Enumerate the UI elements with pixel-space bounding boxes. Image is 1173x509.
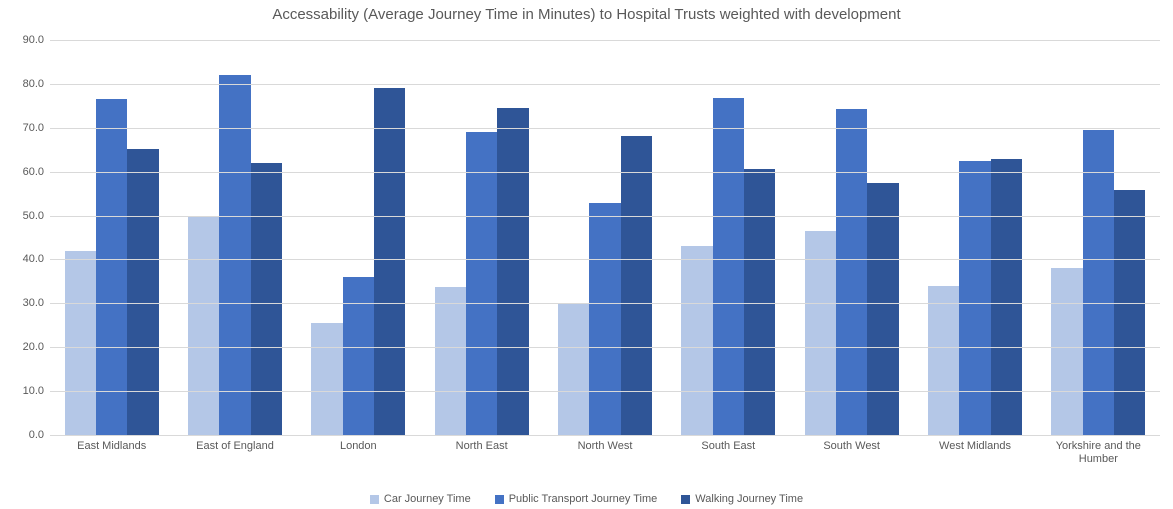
bar: [311, 323, 342, 435]
y-tick-label: 20.0: [23, 341, 44, 353]
bar: [1083, 130, 1114, 435]
legend-item: Public Transport Journey Time: [495, 493, 658, 505]
chart-title: Accessability (Average Journey Time in M…: [0, 6, 1173, 23]
y-tick-label: 80.0: [23, 78, 44, 90]
legend-label: Walking Journey Time: [695, 493, 803, 505]
x-tick-label: North East: [420, 440, 543, 453]
gridline: [50, 391, 1160, 392]
x-tick-label: Yorkshire and the Humber: [1037, 440, 1160, 465]
bar: [744, 169, 775, 435]
gridline: [50, 84, 1160, 85]
bar: [959, 161, 990, 435]
bar: [188, 216, 219, 435]
y-tick-label: 30.0: [23, 297, 44, 309]
bar: [96, 99, 127, 435]
legend-item: Car Journey Time: [370, 493, 471, 505]
bar: [1114, 190, 1145, 435]
gridline: [50, 216, 1160, 217]
bar: [1051, 268, 1082, 435]
bar: [713, 98, 744, 435]
bar: [466, 132, 497, 435]
y-tick-label: 40.0: [23, 253, 44, 265]
x-tick-label: South West: [790, 440, 913, 453]
bar: [435, 287, 466, 435]
gridline: [50, 259, 1160, 260]
legend: Car Journey Time Public Transport Journey…: [0, 493, 1173, 505]
bar: [805, 231, 836, 435]
chart-container: Accessability (Average Journey Time in M…: [0, 0, 1173, 509]
bar: [497, 108, 528, 435]
gridline: [50, 40, 1160, 41]
x-tick-label: London: [297, 440, 420, 453]
y-tick-label: 90.0: [23, 34, 44, 46]
y-tick-label: 70.0: [23, 122, 44, 134]
bar: [621, 136, 652, 435]
bar: [991, 159, 1022, 436]
bar: [589, 203, 620, 435]
gridline: [50, 172, 1160, 173]
x-axis-labels: East MidlandsEast of EnglandLondonNorth …: [50, 440, 1160, 470]
x-tick-label: North West: [543, 440, 666, 453]
bar: [867, 183, 898, 435]
bar: [928, 286, 959, 435]
bar: [558, 303, 589, 435]
y-tick-label: 50.0: [23, 210, 44, 222]
y-tick-label: 60.0: [23, 166, 44, 178]
bar: [836, 109, 867, 435]
gridline: [50, 347, 1160, 348]
plot-area: 0.010.020.030.040.050.060.070.080.090.0: [50, 40, 1160, 435]
x-tick-label: West Midlands: [913, 440, 1036, 453]
legend-label: Car Journey Time: [384, 493, 471, 505]
gridline: [50, 128, 1160, 129]
legend-swatch: [370, 495, 379, 504]
bars-layer: [50, 40, 1160, 435]
bar: [219, 75, 250, 435]
x-tick-label: East Midlands: [50, 440, 173, 453]
gridline: [50, 435, 1160, 436]
y-tick-label: 10.0: [23, 385, 44, 397]
legend-swatch: [681, 495, 690, 504]
x-tick-label: East of England: [173, 440, 296, 453]
legend-label: Public Transport Journey Time: [509, 493, 658, 505]
legend-swatch: [495, 495, 504, 504]
bar: [251, 163, 282, 435]
x-tick-label: South East: [667, 440, 790, 453]
bar: [65, 251, 96, 435]
legend-item: Walking Journey Time: [681, 493, 803, 505]
bar: [374, 88, 405, 435]
bar: [343, 277, 374, 435]
bar: [681, 246, 712, 435]
gridline: [50, 303, 1160, 304]
y-tick-label: 0.0: [29, 429, 44, 441]
